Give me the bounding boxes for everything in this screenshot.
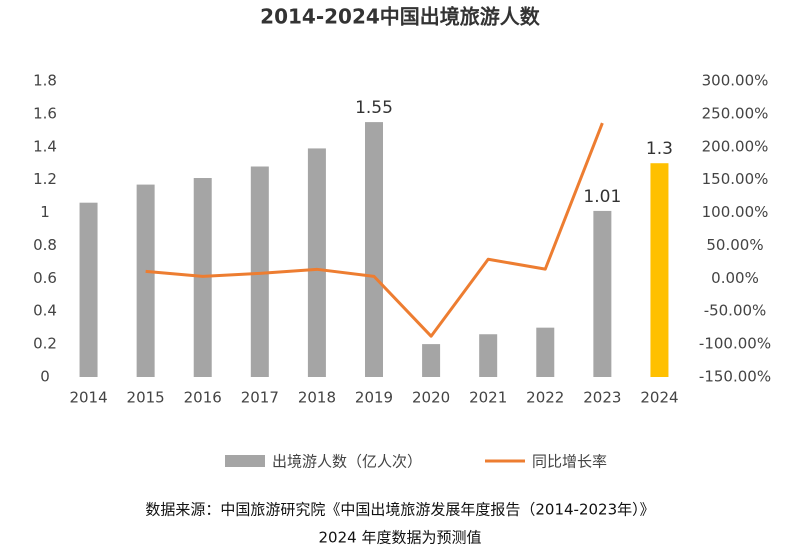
- y2-tick-label: -150.00%: [699, 368, 771, 386]
- y2-tick-label: 50.00%: [706, 236, 763, 254]
- y2-tick-label: -50.00%: [704, 302, 767, 320]
- bar: [593, 210, 612, 377]
- x-tick-label: 2021: [469, 389, 507, 407]
- x-tick-label: 2020: [412, 389, 450, 407]
- x-tick-label: 2023: [583, 389, 621, 407]
- x-tick-label: 2016: [184, 389, 222, 407]
- data-label: 1.55: [355, 98, 393, 118]
- line: [145, 122, 604, 338]
- x-tick-label: 2018: [298, 389, 336, 407]
- bar: [422, 344, 441, 377]
- legend-label: 出境游人数（亿人次）: [272, 453, 422, 471]
- y2-tick-label: 300.00%: [702, 72, 769, 90]
- bar: [650, 163, 669, 377]
- bar: [536, 327, 555, 377]
- x-tick-label: 2022: [526, 389, 564, 407]
- legend-swatch: [225, 455, 265, 467]
- bar: [479, 334, 498, 377]
- data-label: 1.01: [583, 187, 621, 207]
- y-tick-label: 1.2: [33, 170, 57, 188]
- y2-tick-label: 0.00%: [711, 269, 759, 287]
- bar: [365, 122, 383, 377]
- x-tick-label: 2024: [640, 389, 678, 407]
- y-tick-label: 1.6: [33, 104, 57, 122]
- y-tick-label: 1: [40, 203, 50, 221]
- y2-tick-label: -100.00%: [699, 335, 771, 353]
- y-tick-label: 1.8: [33, 72, 57, 90]
- note: 数据来源：中国旅游研究院《中国出境旅游发展年度报告（2014-2023年）》: [145, 501, 654, 519]
- bar: [79, 202, 98, 377]
- y-tick-label: 0.2: [33, 335, 57, 353]
- bar: [250, 166, 269, 377]
- legend-label: 同比增长率: [532, 453, 607, 471]
- y-tick-label: 0.4: [33, 302, 57, 320]
- bar: [307, 148, 326, 377]
- chart-title: 2014-2024中国出境旅游人数: [260, 5, 541, 29]
- y-tick-label: 0.8: [33, 236, 57, 254]
- x-tick-label: 2019: [355, 389, 393, 407]
- y-tick-label: 0.6: [33, 269, 57, 287]
- y2-tick-label: 200.00%: [702, 137, 769, 155]
- x-tick-label: 2015: [127, 389, 165, 407]
- note: 2024 年度数据为预测值: [319, 529, 482, 547]
- y2-tick-label: 100.00%: [702, 203, 769, 221]
- y-tick-label: 0: [40, 368, 50, 386]
- y2-tick-label: 250.00%: [702, 104, 769, 122]
- bar: [136, 184, 155, 377]
- x-tick-label: 2017: [241, 389, 279, 407]
- x-tick-label: 2014: [69, 389, 107, 407]
- y2-tick-label: 150.00%: [702, 170, 769, 188]
- y-tick-label: 1.4: [33, 137, 57, 155]
- data-label: 1.3: [646, 139, 673, 159]
